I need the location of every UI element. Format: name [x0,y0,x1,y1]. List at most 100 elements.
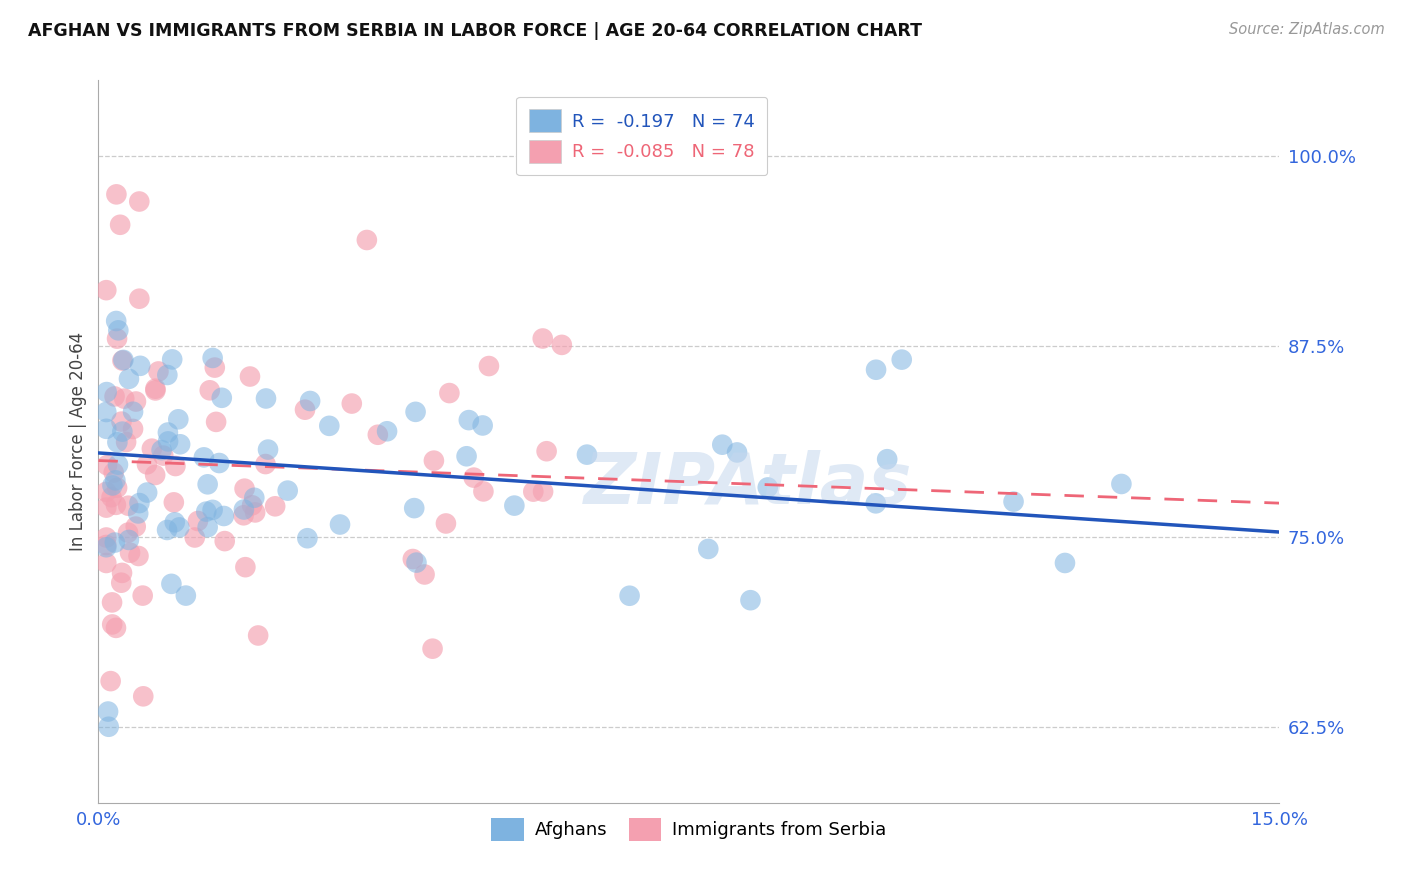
Point [156,523,179,537]
Text: AFGHAN VS IMMIGRANTS FROM SERBIA IN LABOR FORCE | AGE 20-64 CORRELATION CHART: AFGHAN VS IMMIGRANTS FROM SERBIA IN LABO… [28,22,922,40]
Point [472,484,495,499]
Point [187,514,209,528]
Point [163,495,186,509]
Point [169,520,191,534]
Point [503,499,526,513]
Point [711,438,734,452]
Point [104,498,127,512]
Point [294,402,316,417]
Point [277,483,299,498]
Point [129,359,152,373]
Point [112,392,135,406]
Point [405,405,427,419]
Point [240,499,263,513]
Point [96,500,118,515]
Point [405,556,427,570]
Point [128,496,150,510]
Point [96,458,118,472]
Point [439,386,461,401]
Point [132,690,155,704]
Point [404,501,426,516]
Point [101,595,124,609]
Point [143,468,166,483]
Point [118,372,141,386]
Point [243,505,266,519]
Point [105,314,128,328]
Point [456,450,478,464]
Point [128,292,150,306]
Point [740,593,762,607]
Point [96,484,118,499]
Point [160,352,183,367]
Point [254,392,277,406]
Point [122,422,145,436]
Point [96,540,118,554]
Point [96,556,118,570]
Point [103,466,125,480]
Point [105,332,128,346]
Point [115,435,138,450]
Point [96,422,118,436]
Point [413,567,436,582]
Point [145,382,167,396]
Point [356,233,378,247]
Point [212,508,235,523]
Point [214,534,236,549]
Point [127,507,149,521]
Point [125,519,148,533]
Point [150,443,173,458]
Point [112,352,135,367]
Point [211,391,233,405]
Point [471,418,494,433]
Point [100,674,122,689]
Point [531,484,554,499]
Point [110,415,132,429]
Point [118,546,141,560]
Point [201,503,224,517]
Point [1002,494,1025,508]
Point [257,442,280,457]
Point [402,552,425,566]
Point [136,485,159,500]
Point [96,283,118,297]
Point [422,641,444,656]
Point [111,566,134,580]
Point [198,384,221,398]
Point [97,705,120,719]
Point [110,575,132,590]
Point [105,187,128,202]
Point [125,394,148,409]
Point [876,452,898,467]
Point [232,508,254,523]
Point [318,418,340,433]
Point [96,538,118,552]
Point [243,491,266,505]
Text: ZIPAtlas: ZIPAtlas [583,450,912,519]
Point [201,351,224,365]
Point [1053,556,1076,570]
Point [197,520,219,534]
Point [117,499,139,513]
Point [247,628,270,642]
Point [239,369,262,384]
Point [865,496,887,510]
Point [197,477,219,491]
Point [156,425,179,440]
Point [118,533,141,547]
Point [522,484,544,499]
Point [297,531,319,545]
Point [101,478,124,492]
Point [890,352,912,367]
Point [145,384,167,398]
Point [423,453,446,467]
Point [264,500,287,514]
Point [375,424,398,438]
Point [619,589,641,603]
Point [434,516,457,531]
Point [235,560,257,574]
Point [128,194,150,209]
Point [551,338,574,352]
Point [136,458,159,472]
Point [96,405,118,419]
Point [122,405,145,419]
